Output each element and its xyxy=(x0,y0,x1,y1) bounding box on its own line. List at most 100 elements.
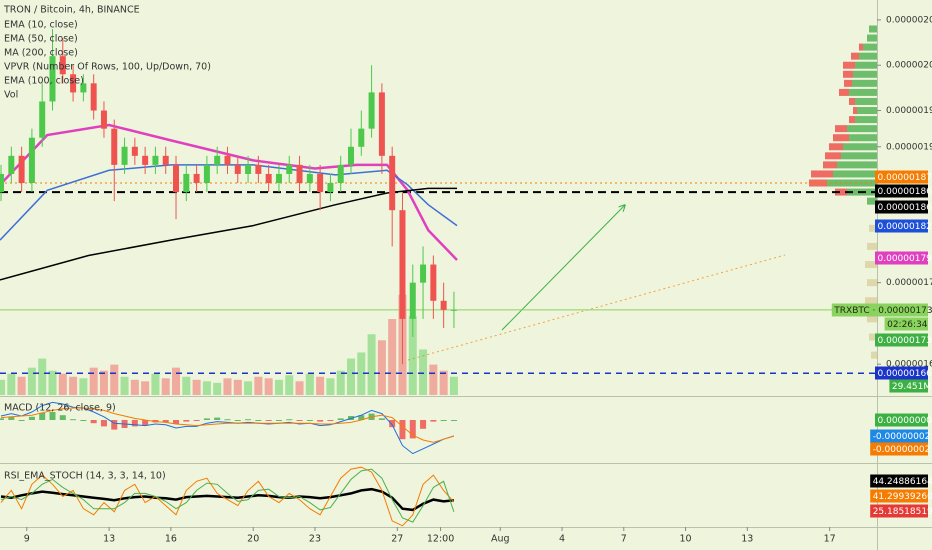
candle-body xyxy=(121,146,128,165)
candle-body xyxy=(409,282,416,319)
candle-body xyxy=(358,128,365,147)
price-tag-label: 25.18518519 xyxy=(873,507,932,517)
profile-up xyxy=(869,224,877,232)
profile-up xyxy=(865,297,877,305)
y-tick-label: 0.00000205 xyxy=(886,15,932,25)
moving-average xyxy=(0,164,458,241)
candle-body xyxy=(255,164,262,174)
profile-up xyxy=(849,88,877,96)
volume-bar xyxy=(202,381,211,395)
candle-body xyxy=(28,137,35,184)
price-tag-label: 0.00000179 xyxy=(878,254,932,264)
chart-title: TRON / Bitcoin, 4h, BINANCE xyxy=(3,5,140,16)
histogram-bar xyxy=(8,416,15,420)
profile-up xyxy=(849,134,877,142)
profile-up xyxy=(867,34,877,42)
histogram-bar xyxy=(265,420,272,421)
histogram-bar xyxy=(162,420,169,423)
candle-body xyxy=(59,56,66,75)
histogram-bar xyxy=(224,419,231,421)
histogram-bar xyxy=(337,418,344,420)
histogram-bar xyxy=(59,415,66,420)
indicator-label: Vol xyxy=(4,90,18,101)
profile-down xyxy=(839,88,849,96)
candle-body xyxy=(450,309,457,311)
profile-up xyxy=(871,351,877,359)
x-tick-label: 9 xyxy=(24,534,30,545)
y-tick-label: 0.00000195 xyxy=(886,106,932,116)
price-tag xyxy=(831,303,928,317)
price-tag-label: -0.00000002 xyxy=(873,445,931,455)
y-tick-label: 0.00000191 xyxy=(886,142,932,152)
price-tag xyxy=(870,504,928,518)
volume-bar xyxy=(161,378,170,395)
x-tick-label: 16 xyxy=(165,534,177,545)
profile-up xyxy=(855,116,877,124)
histogram-bar xyxy=(142,420,149,426)
volume-bar xyxy=(213,382,222,395)
histogram-bar xyxy=(255,420,262,421)
histogram-bar xyxy=(306,420,313,421)
histogram-bar xyxy=(173,420,180,424)
volume-bar xyxy=(58,373,67,395)
profile-up xyxy=(843,143,877,151)
candle-body xyxy=(275,173,282,184)
price-tag xyxy=(875,170,928,184)
indicator-label: EMA (50, close) xyxy=(4,34,78,45)
volume-bar xyxy=(110,364,119,395)
profile-up xyxy=(867,279,877,287)
candle-body xyxy=(348,146,355,165)
candle-body xyxy=(39,101,46,138)
histogram-bar xyxy=(90,420,97,424)
volume-bar xyxy=(99,370,108,395)
candle-body xyxy=(183,173,190,193)
profile-up xyxy=(859,52,877,60)
x-tick-label: 13 xyxy=(741,534,753,545)
profile-down xyxy=(835,188,847,196)
indicator-line xyxy=(0,466,455,527)
price-tag xyxy=(875,333,928,347)
price-tag-label: 0.00000186 xyxy=(878,203,932,213)
volume-bar xyxy=(151,373,160,395)
profile-down xyxy=(809,179,827,187)
price-tag xyxy=(875,251,928,265)
candle-body xyxy=(80,83,87,93)
candle-body xyxy=(399,210,406,319)
volume-bar xyxy=(285,375,294,395)
x-tick-label: 7 xyxy=(621,534,627,545)
price-tag-label: 0.00000166 xyxy=(878,369,932,379)
volume-bar xyxy=(48,370,57,395)
volume-bar xyxy=(0,379,6,395)
profile-down xyxy=(843,61,855,69)
candle-body xyxy=(430,264,437,301)
price-tag xyxy=(875,413,928,427)
moving-average xyxy=(0,123,458,261)
price-tag-label: 0.00000186 xyxy=(878,187,932,197)
price-tag xyxy=(875,219,928,233)
candle-body xyxy=(152,155,159,165)
arrow xyxy=(501,205,625,331)
profile-down xyxy=(823,161,837,169)
histogram-bar xyxy=(111,420,118,430)
profile-down xyxy=(853,107,857,115)
price-tag xyxy=(875,184,928,198)
price-tag xyxy=(870,442,928,456)
histogram-bar xyxy=(286,419,293,421)
histogram-bar xyxy=(214,417,221,420)
volume-bar xyxy=(305,373,314,395)
volume-bar xyxy=(295,381,304,395)
histogram-bar xyxy=(430,420,437,422)
volume-bar xyxy=(27,367,36,395)
indicator-label: EMA (100, close) xyxy=(4,76,84,87)
profile-up xyxy=(852,79,877,87)
histogram-bar xyxy=(358,415,365,420)
price-tag-label: 29.451M xyxy=(892,382,931,392)
indicator-label: MA (200, close) xyxy=(4,48,78,59)
histogram-bar xyxy=(131,420,138,427)
histogram-bar xyxy=(409,420,416,439)
price-tag xyxy=(889,379,928,393)
candle-body xyxy=(378,92,385,156)
price-tag xyxy=(875,366,928,380)
price-tag xyxy=(870,474,928,488)
